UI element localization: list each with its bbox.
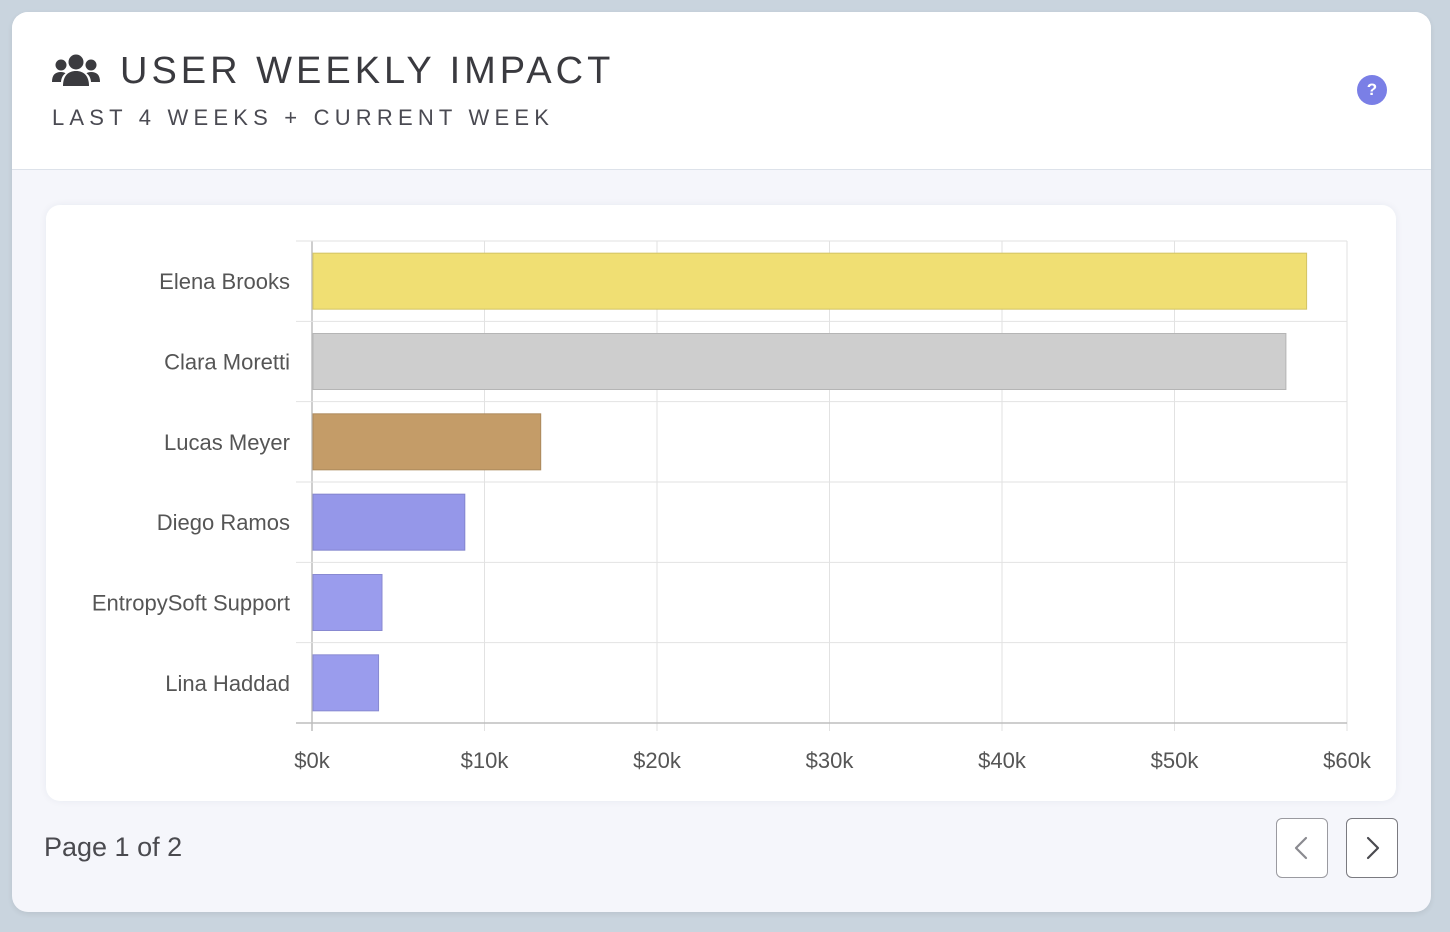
x-tick-label: $30k xyxy=(806,748,855,773)
x-tick-label: $60k xyxy=(1323,748,1372,773)
category-label: Clara Moretti xyxy=(164,350,290,375)
x-tick-label: $50k xyxy=(1151,748,1200,773)
bar-chart: $0k $10k $20k $30k $40k $50k $60k Elena Brooks C… xyxy=(92,240,1372,773)
users-icon xyxy=(52,54,100,86)
category-label: Lina Haddad xyxy=(165,671,290,696)
chart-panel: $0k $10k $20k $30k $40k $50k $60k Elena Brooks C… xyxy=(46,205,1396,801)
bar xyxy=(312,333,1287,390)
card-header: USER WEEKLY IMPACT LAST 4 WEEKS + CURREN… xyxy=(12,12,1431,170)
bar xyxy=(312,252,1308,310)
bar xyxy=(312,654,380,712)
help-icon[interactable]: ? xyxy=(1357,75,1387,105)
bar xyxy=(312,413,542,471)
next-page-button[interactable] xyxy=(1346,818,1398,878)
category-label: Elena Brooks xyxy=(159,269,290,294)
x-tick-label: $10k xyxy=(461,748,510,773)
x-tick-label: $20k xyxy=(633,748,682,773)
category-label: Lucas Meyer xyxy=(164,430,290,455)
pagination-label: Page 1 of 2 xyxy=(44,832,183,862)
x-tick-label: $40k xyxy=(978,748,1027,773)
bar xyxy=(312,493,466,551)
page-subtitle: LAST 4 WEEKS + CURRENT WEEK xyxy=(52,105,555,130)
chevron-right-icon xyxy=(1366,836,1380,860)
category-label: Diego Ramos xyxy=(157,510,290,535)
bar xyxy=(312,574,383,631)
previous-page-button[interactable] xyxy=(1276,818,1328,878)
category-label: EntropySoft Support xyxy=(92,591,290,616)
user-weekly-impact-card: USER WEEKLY IMPACT LAST 4 WEEKS + CURREN… xyxy=(12,12,1431,912)
page-title: USER WEEKLY IMPACT xyxy=(120,50,615,92)
chevron-left-icon xyxy=(1294,836,1308,860)
x-tick-label: $0k xyxy=(294,748,330,773)
